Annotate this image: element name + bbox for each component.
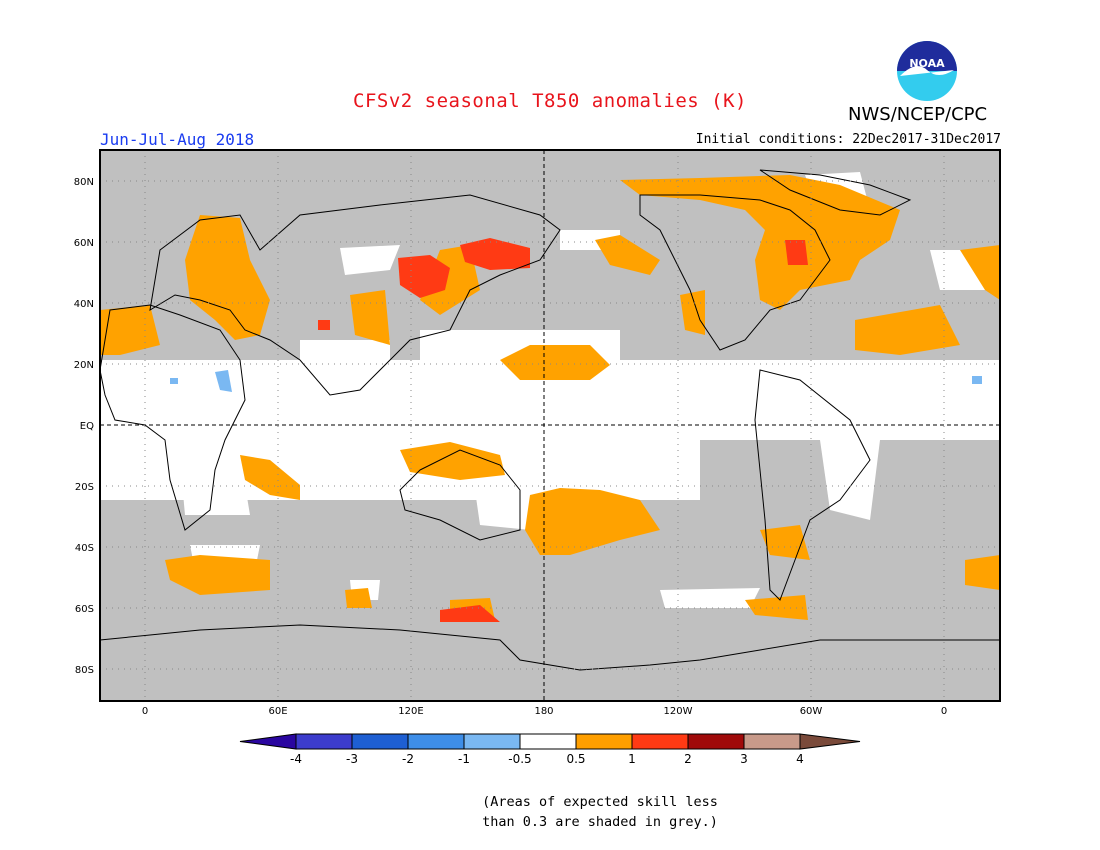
lon-label: 0 (941, 706, 947, 717)
longitude-labels: 0 60E 120E 180 120W 60W 0 (142, 706, 947, 717)
colorbar-tick-label: 3 (740, 752, 748, 766)
colorbar-swatch (351, 733, 409, 750)
colorbar-low-arrow (239, 733, 297, 750)
map-title: CFSv2 seasonal T850 anomalies (K) (353, 90, 747, 112)
skill-note: (Areas of expected skill less than 0.3 a… (460, 792, 740, 832)
skill-note-line-1: (Areas of expected skill less (482, 794, 718, 810)
lat-label: 80S (75, 665, 94, 676)
colorbar-tick-label: 1 (628, 752, 636, 766)
colorbar-high-arrow (799, 733, 861, 750)
lat-label: 80N (74, 177, 94, 188)
colorbar-tick-label: -0.5 (508, 752, 531, 766)
noaa-logo-icon: NOAA (897, 41, 957, 101)
colorbar-tick-label: -3 (346, 752, 358, 766)
colorbar-tick-label: -2 (402, 752, 414, 766)
strong-warm-anomaly-areas (318, 238, 808, 622)
lon-label: 60E (268, 706, 287, 717)
colorbar (239, 733, 861, 750)
warm-anomaly-areas (100, 175, 1000, 620)
colorbar-swatch (743, 733, 801, 750)
colorbar-tick-label: -4 (290, 752, 302, 766)
latitude-labels: 80N 60N 40N 20N EQ 20S 40S 60S 80S (74, 177, 94, 676)
colorbar-swatch (575, 733, 633, 750)
lon-label: 120E (398, 706, 423, 717)
lon-label: 120W (664, 706, 693, 717)
lat-label: EQ (80, 421, 94, 432)
lon-label: 60W (800, 706, 823, 717)
initial-conditions-label: Initial conditions: 22Dec2017-31Dec2017 (695, 132, 1001, 147)
colorbar-tick-label: -1 (458, 752, 470, 766)
lon-label: 0 (142, 706, 148, 717)
noaa-logo-text: NOAA (909, 57, 945, 70)
colorbar-swatch (295, 733, 353, 750)
coastlines (99, 169, 1000, 671)
map-frame (99, 149, 1001, 702)
colorbar-swatch (687, 733, 745, 750)
lat-label: 20S (75, 482, 94, 493)
lat-label: 40S (75, 543, 94, 554)
lat-label: 20N (74, 360, 94, 371)
skill-note-line-2: than 0.3 are shaded in grey.) (482, 814, 718, 830)
colorbar-swatch (463, 733, 521, 750)
colorbar-tick-label: 4 (796, 752, 804, 766)
cold-anomaly-areas (170, 370, 982, 392)
lat-label: 40N (74, 299, 94, 310)
organization-label: NWS/NCEP/CPC (848, 104, 988, 125)
colorbar-tick-label: 0.5 (566, 752, 585, 766)
colorbar-tick-label: 2 (684, 752, 692, 766)
colorbar-swatch (631, 733, 689, 750)
colorbar-swatch (519, 733, 577, 750)
graticule (100, 150, 1000, 701)
colorbar-swatch (407, 733, 465, 750)
lon-label: 180 (534, 706, 553, 717)
season-label: Jun-Jul-Aug 2018 (100, 130, 255, 149)
colorbar-labels: -4 -3 -2 -1 -0.5 0.5 1 2 3 4 (290, 752, 804, 766)
lat-label: 60S (75, 604, 94, 615)
lat-label: 60N (74, 238, 94, 249)
